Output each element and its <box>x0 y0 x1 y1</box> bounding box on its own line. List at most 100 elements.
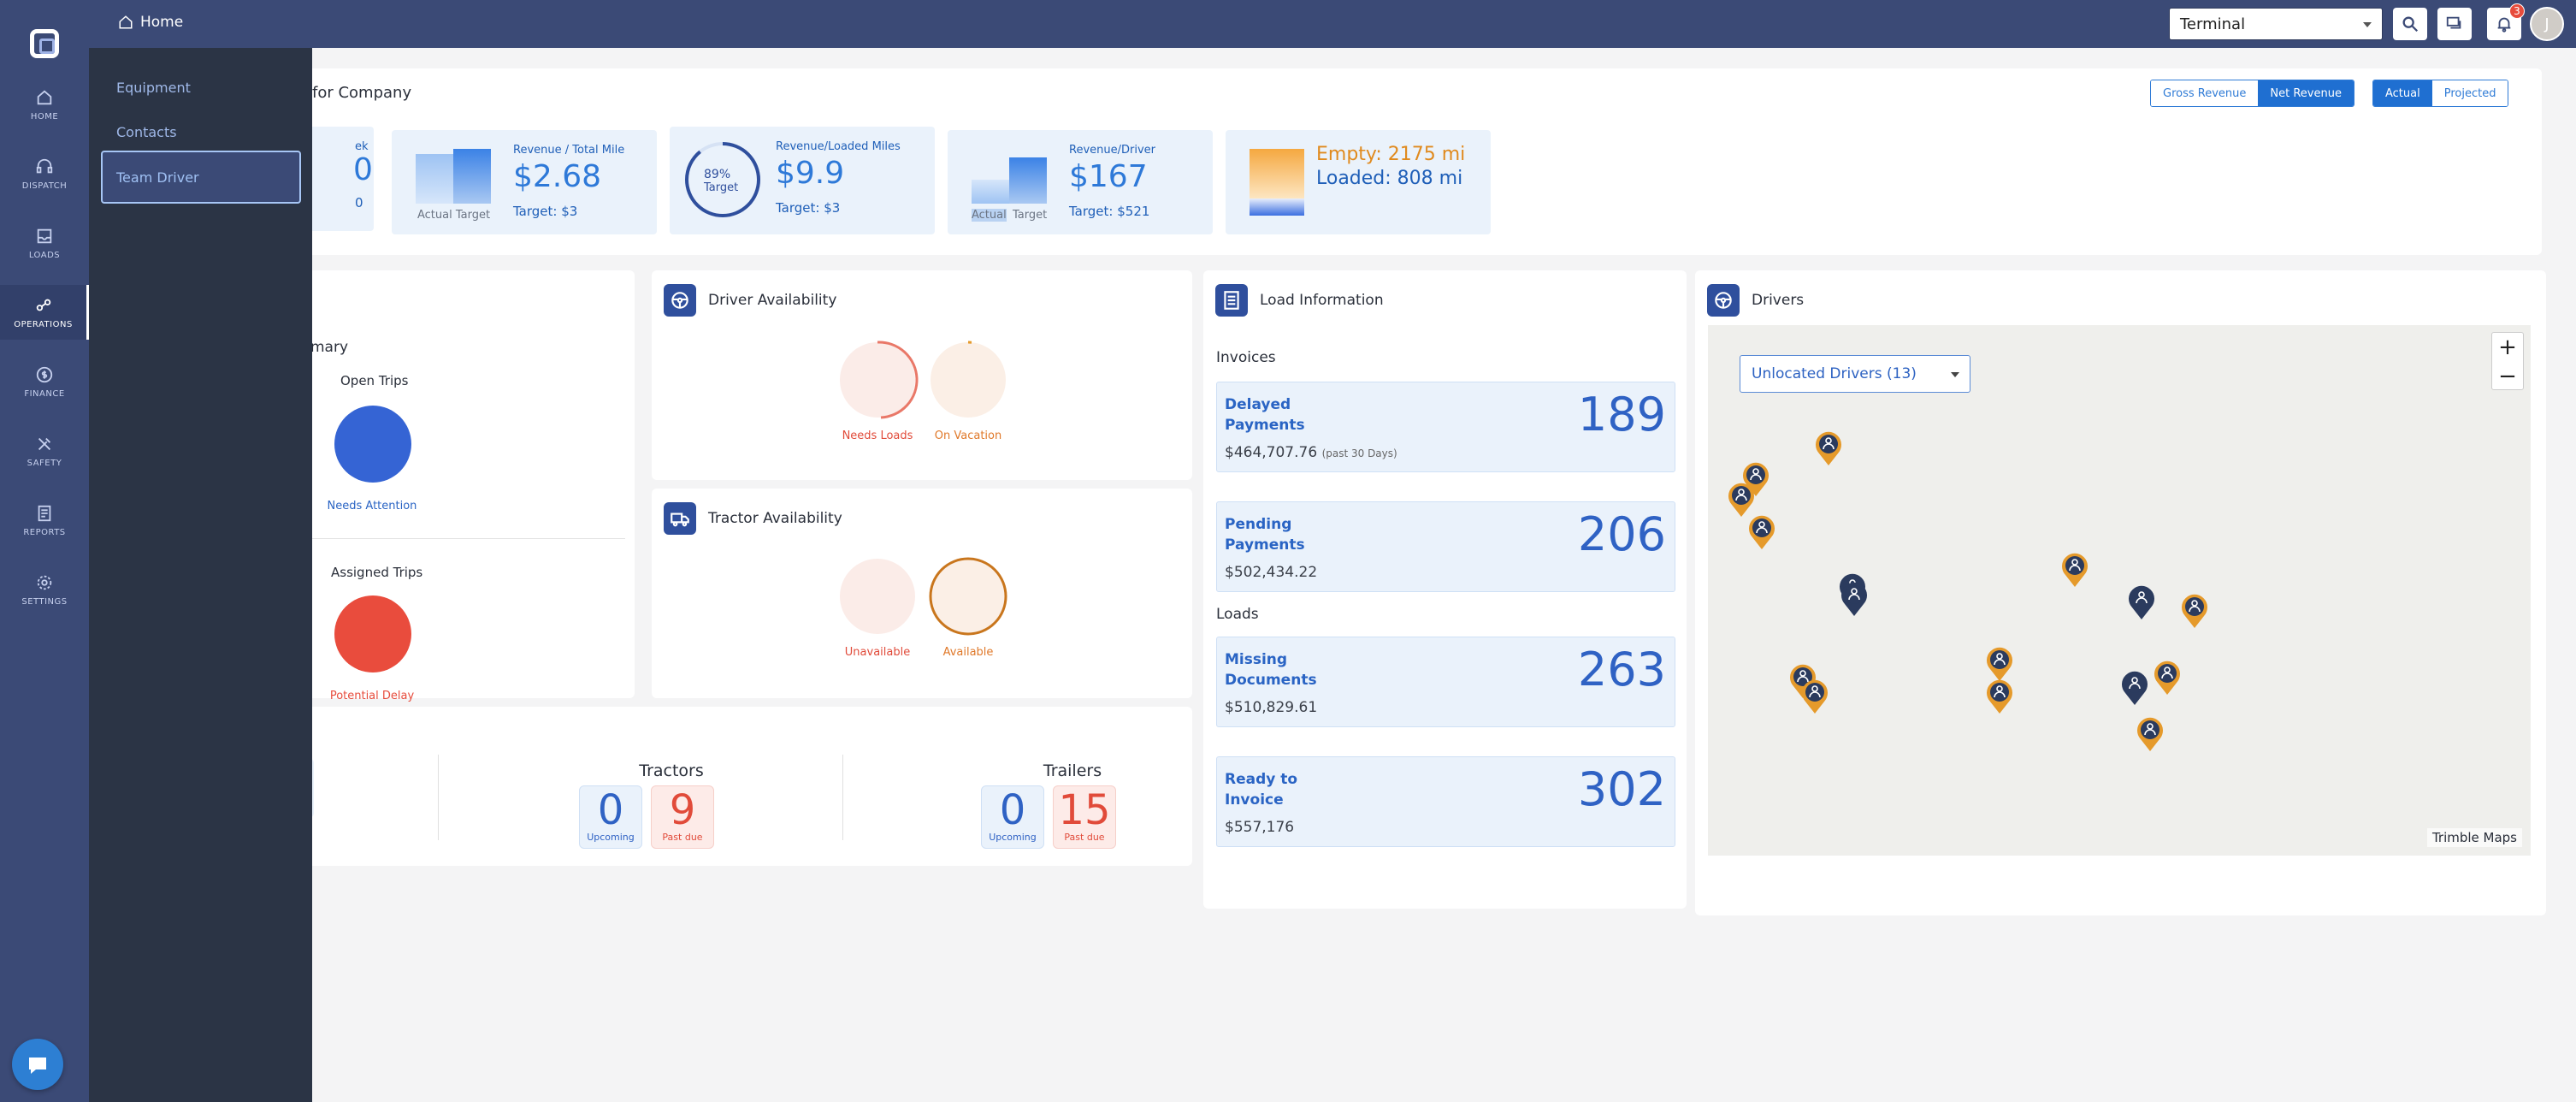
headset-icon <box>35 157 54 176</box>
tractors-past-due-count: 9 <box>652 786 713 834</box>
loaded-bar <box>1250 198 1304 216</box>
actual-projected-toggle: Actual Projected <box>2372 80 2508 107</box>
available-ring[interactable] <box>927 555 1009 637</box>
kpi-revenue-per-mile: Actual Target Revenue / Total Mile $2.68… <box>392 130 657 234</box>
driver-availability-card: Driver Availability Needs Loads On Vacat… <box>652 270 1192 480</box>
avatar[interactable]: J <box>2530 7 2564 41</box>
net-revenue-button[interactable]: Net Revenue <box>2258 80 2354 106</box>
target-bar <box>453 149 491 204</box>
driver-pin-icon[interactable] <box>2178 590 2211 630</box>
document-list-icon <box>1215 284 1248 317</box>
submenu-item-team-driver[interactable]: Team Driver <box>101 151 301 204</box>
row-count: 263 <box>1578 643 1666 696</box>
rail-item-finance[interactable]: FINANCE <box>0 354 89 409</box>
driver-filter-value: Unlocated Drivers (13) <box>1752 365 1917 382</box>
pending-payments-row[interactable]: Pending Payments $502,434.22 206 <box>1216 501 1675 592</box>
tractors-upcoming-label: Upcoming <box>580 832 641 843</box>
driver-filter-select[interactable]: Unlocated Drivers (13) <box>1740 355 1970 393</box>
load-information-card: Load Information Invoices Delayed Paymen… <box>1203 270 1687 909</box>
breadcrumb[interactable]: Home <box>118 14 183 31</box>
driver-pin-icon[interactable] <box>2118 667 2151 707</box>
gross-revenue-button[interactable]: Gross Revenue <box>2151 80 2258 106</box>
trailers-upcoming-tile[interactable]: 0 Upcoming <box>981 785 1044 849</box>
operations-icon <box>34 296 53 315</box>
dollar-icon <box>35 365 54 384</box>
drivers-map[interactable]: Unlocated Drivers (13) + − Trimble Maps <box>1708 325 2531 856</box>
available-caption: Available <box>913 646 1023 659</box>
report-icon <box>35 504 54 523</box>
zoom-out-button[interactable]: − <box>2492 362 2523 391</box>
legend-actual: Actual <box>972 209 1007 222</box>
rail-item-safety[interactable]: SAFETY <box>0 424 89 478</box>
zoom-in-button[interactable]: + <box>2492 333 2523 362</box>
operations-submenu: Equipment Contacts Team Driver <box>89 48 312 1102</box>
driver-pin-icon[interactable] <box>2151 657 2183 696</box>
notifications-button[interactable]: 3 <box>2487 8 2521 40</box>
equipment-card: Tractors 0 Upcoming 9 Past due Trailers … <box>304 707 1192 866</box>
revenue-toggle: Gross Revenue Net Revenue <box>2150 80 2354 107</box>
tractors-column: Tractors <box>599 761 744 780</box>
trip-summary-card: mary Open Trips Needs Attention Assigned… <box>304 270 635 698</box>
rail-item-dispatch[interactable]: DISPATCH <box>0 146 89 201</box>
assigned-trips-circle[interactable] <box>334 595 411 672</box>
driver-pin-icon[interactable] <box>1983 676 2016 715</box>
driver-pin-icon[interactable] <box>1812 428 1845 467</box>
trailers-upcoming-count: 0 <box>982 786 1043 834</box>
missing-documents-row[interactable]: Missing Documents $510,829.61 263 <box>1216 637 1675 727</box>
kpi-partial-label: ek <box>355 140 369 153</box>
trailers-title: Trailers <box>1000 761 1145 780</box>
actual-button[interactable]: Actual <box>2373 80 2432 106</box>
kpi-value: $9.9 <box>776 156 844 191</box>
submenu-item-equipment[interactable]: Equipment <box>103 63 299 111</box>
truck-icon <box>664 502 696 535</box>
tractors-past-due-label: Past due <box>652 832 713 843</box>
tractors-past-due-tile[interactable]: 9 Past due <box>651 785 714 849</box>
divider <box>438 755 439 840</box>
terminal-select[interactable]: Terminal <box>2169 8 2383 40</box>
open-trips-circle[interactable] <box>334 406 411 483</box>
app-logo[interactable] <box>30 29 59 58</box>
loads-label: Loads <box>1216 606 1259 623</box>
driver-availability-header: Driver Availability <box>664 284 836 317</box>
ready-to-invoice-row[interactable]: Ready to Invoice $557,176 302 <box>1216 756 1675 847</box>
driver-pin-icon[interactable] <box>2134 714 2166 753</box>
unavailable-ring[interactable] <box>836 555 919 637</box>
gauge-percent: 89% <box>704 168 730 181</box>
rail-item-settings[interactable]: SETTINGS <box>0 562 89 617</box>
row-amount: $502,434.22 <box>1225 564 1317 581</box>
rail-item-label: SETTINGS <box>21 597 67 607</box>
kpi-revenue-per-loaded-mile: 89% Target Revenue/Loaded Miles $9.9 Tar… <box>670 127 935 234</box>
rail-item-loads[interactable]: LOADS <box>0 216 89 270</box>
trailers-past-due-tile[interactable]: 15 Past due <box>1053 785 1116 849</box>
driver-pin-icon[interactable] <box>1799 676 1831 715</box>
kpi-target: Target: $521 <box>1069 204 1149 219</box>
on-vacation-ring[interactable] <box>927 339 1009 421</box>
loads-icon <box>35 227 54 246</box>
rail-item-reports[interactable]: REPORTS <box>0 493 89 548</box>
rail-item-home[interactable]: HOME <box>0 77 89 132</box>
delayed-payments-row[interactable]: Delayed Payments $464,707.76 (past 30 Da… <box>1216 382 1675 472</box>
empty-bar <box>1250 149 1304 198</box>
driver-pin-icon[interactable] <box>2125 582 2158 621</box>
rail-item-operations[interactable]: OPERATIONS <box>0 285 89 340</box>
row-label: Ready to Invoice <box>1225 769 1353 810</box>
kpi-empty-loaded-miles: Empty: 2175 mi Loaded: 808 mi <box>1226 130 1491 234</box>
needs-loads-ring[interactable] <box>836 339 919 421</box>
trailers-past-due-count: 15 <box>1054 786 1115 834</box>
legend-target: Target <box>1013 209 1047 222</box>
submenu-item-contacts[interactable]: Contacts <box>103 108 299 156</box>
tractors-upcoming-tile[interactable]: 0 Upcoming <box>579 785 642 849</box>
chat-icon <box>2445 15 2464 33</box>
empty-miles: Empty: 2175 mi <box>1316 144 1465 165</box>
driver-pin-icon[interactable] <box>2059 549 2091 589</box>
support-chat-button[interactable] <box>12 1039 63 1090</box>
kpi-partial-sub: 0 <box>355 195 363 210</box>
row-amount: $464,707.76 (past 30 Days) <box>1225 444 1397 461</box>
projected-button[interactable]: Projected <box>2432 80 2508 106</box>
gauge-label: Target <box>704 181 738 194</box>
messages-button[interactable] <box>2437 8 2472 40</box>
driver-pin-icon[interactable] <box>1746 512 1778 551</box>
driver-pin-icon[interactable] <box>1838 578 1870 618</box>
kpi-card: for Company Gross Revenue Net Revenue Ac… <box>304 68 2542 255</box>
search-button[interactable] <box>2393 8 2427 40</box>
